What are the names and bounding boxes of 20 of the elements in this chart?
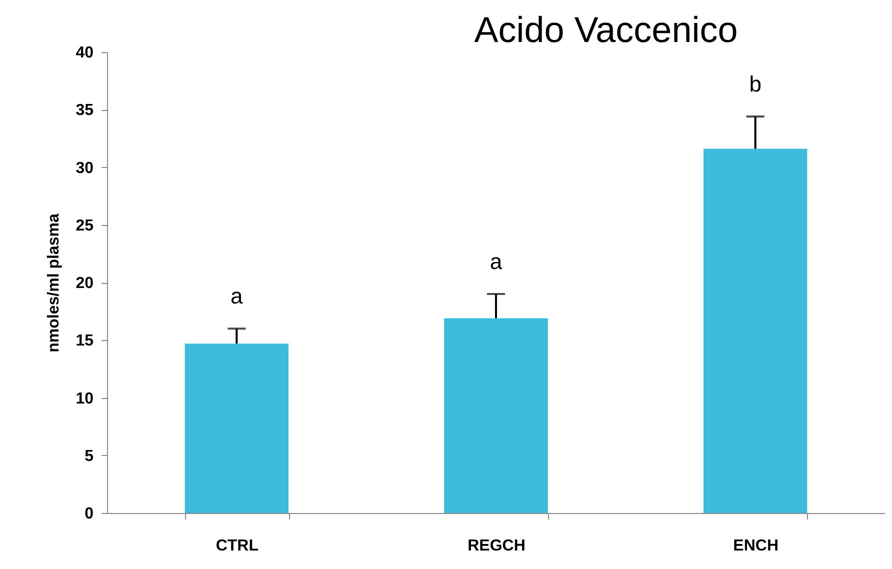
y-tick-label: 35 <box>76 102 94 120</box>
annotation: b <box>749 72 762 97</box>
annotation: a <box>230 284 244 309</box>
chart-title: Acido Vaccenico <box>474 9 738 50</box>
bar <box>184 344 289 513</box>
y-tick-label: 10 <box>76 390 94 408</box>
y-axis-title: nmoles/ml plasma <box>46 214 63 352</box>
x-tick-label: ENCH <box>733 538 779 554</box>
y-tick-label: 0 <box>84 506 94 522</box>
y-tick-label: 5 <box>84 448 94 465</box>
bar <box>703 148 808 513</box>
y-tick-label: 15 <box>76 332 94 350</box>
y-tick-label: 20 <box>76 275 94 292</box>
bar <box>444 318 548 513</box>
y-tick-label: 40 <box>76 44 94 62</box>
y-tick-label: 25 <box>76 217 94 234</box>
x-tick-label: REGCH <box>468 538 526 554</box>
y-tick-label: 30 <box>76 160 94 177</box>
x-tick-label: CTRL <box>216 538 259 554</box>
annotation: a <box>490 249 503 274</box>
